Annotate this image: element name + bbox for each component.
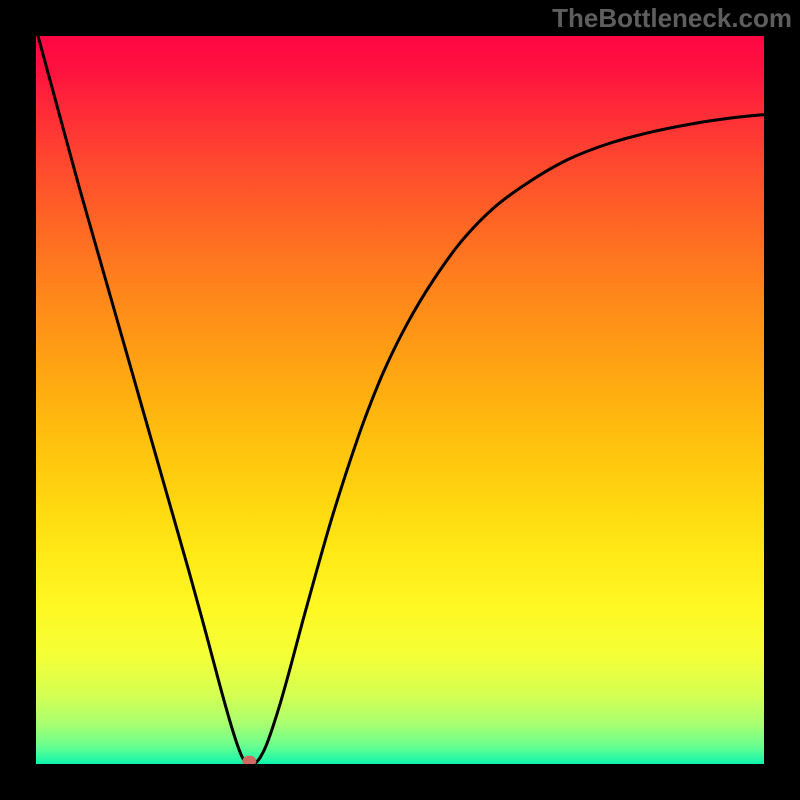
chart-background-gradient: [36, 36, 764, 764]
watermark-text: TheBottleneck.com: [552, 3, 792, 34]
bottleneck-chart: [0, 0, 800, 800]
